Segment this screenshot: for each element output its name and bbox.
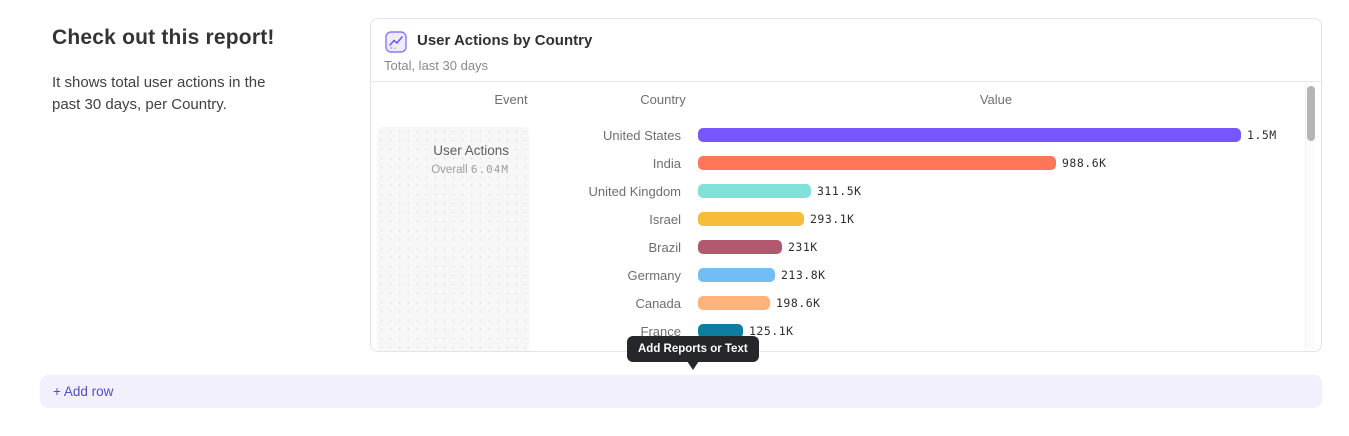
value-label: 213.8K [781,268,826,282]
add-row-label: + Add row [53,384,114,399]
column-header-event: Event [494,92,528,107]
event-overall-label: Overall [431,164,468,176]
value-bar[interactable] [698,296,770,310]
add-reports-tooltip-label: Add Reports or Text [638,343,748,355]
report-table: Event Country Value User Actions Overall… [371,82,1321,351]
value-label: 125.1K [749,324,794,338]
report-card-header: User Actions by Country Total, last 30 d… [371,19,1321,82]
event-name: User Actions [433,143,509,158]
column-header-country: Country [640,92,686,107]
event-overall: Overall 6.04M [377,163,509,176]
value-label: 1.5M [1247,128,1277,142]
value-label: 231K [788,240,818,254]
value-label: 988.6K [1062,156,1107,170]
value-bar[interactable] [698,268,775,282]
value-bar[interactable] [698,128,1241,142]
country-label: United States [602,127,681,143]
report-subtitle: Total, last 30 days [384,58,489,73]
chart-scrollbar-thumb[interactable] [1307,86,1315,141]
value-bar[interactable] [698,156,1056,170]
page-description: It shows total user actions in the past … [52,74,266,113]
country-label: Germany [627,267,681,283]
event-cell: User Actions Overall 6.04M [377,127,529,351]
value-bar[interactable] [698,240,782,254]
chart-row: Israel 293.1K [371,205,1307,233]
event-overall-value: 6.04M [470,163,509,176]
country-label: India [652,155,681,171]
add-row-button[interactable]: + Add row [40,375,1322,408]
chart-row: Canada 198.6K [371,289,1307,317]
chart-row: United Kingdom 311.5K [371,177,1307,205]
value-bar[interactable] [698,184,811,198]
report-intro: Check out this report! It shows total us… [52,26,302,116]
country-label: France [640,323,681,339]
page-title: Check out this report! [52,26,275,49]
value-label: 293.1K [810,212,855,226]
country-label: Israel [649,211,681,227]
chart-scrollbar-track[interactable] [1305,84,1315,349]
value-bar[interactable] [698,212,804,226]
report-title: User Actions by Country [417,32,593,49]
add-reports-tooltip: Add Reports or Text [627,336,759,362]
chart-row: France 125.1K [371,317,1307,345]
chart-row: India 988.6K [371,149,1307,177]
value-label: 198.6K [776,296,821,310]
chart-row: Brazil 231K [371,233,1307,261]
country-label: United Kingdom [588,183,682,199]
report-card[interactable]: User Actions by Country Total, last 30 d… [370,18,1322,352]
country-label: Brazil [648,239,681,255]
chart-row: Germany 213.8K [371,261,1307,289]
column-header-value: Value [979,92,1013,107]
line-chart-icon [385,31,407,53]
bar-chart: United States 1.5M India 988.6K United Kingd… [371,121,1307,345]
value-bar[interactable] [698,324,743,338]
value-label: 311.5K [817,184,862,198]
chart-row: United States 1.5M [371,121,1307,149]
country-label: Canada [635,295,681,311]
